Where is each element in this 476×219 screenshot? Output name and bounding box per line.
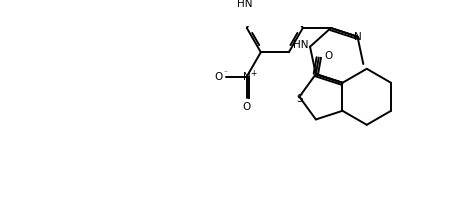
Text: ⁻: ⁻ — [223, 69, 227, 78]
Text: N: N — [353, 32, 361, 42]
Text: S: S — [296, 94, 302, 104]
Text: HN: HN — [292, 40, 307, 50]
Text: O: O — [323, 51, 332, 61]
Text: N: N — [242, 72, 250, 81]
Text: O: O — [214, 72, 222, 81]
Text: HN: HN — [237, 0, 252, 9]
Text: O: O — [242, 102, 250, 112]
Text: +: + — [249, 69, 256, 78]
